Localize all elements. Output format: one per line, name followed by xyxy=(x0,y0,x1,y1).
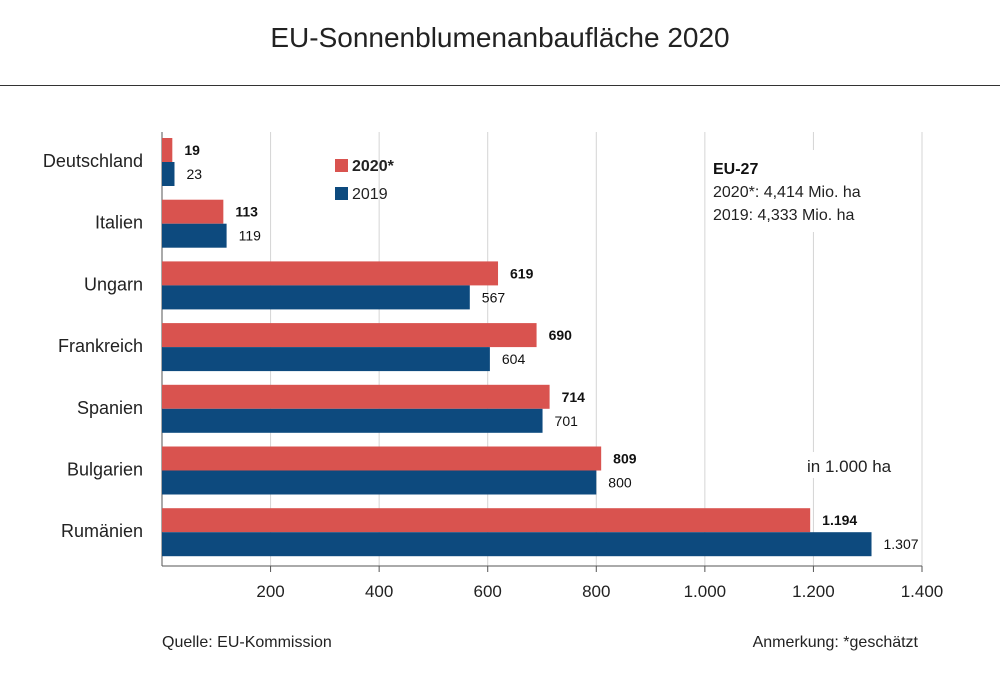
x-tick-label: 200 xyxy=(256,582,284,601)
legend-label: 2020* xyxy=(352,158,395,175)
x-tick-label: 1.000 xyxy=(684,582,727,601)
annotation-title: EU-27 xyxy=(713,161,758,178)
data-label-2019: 800 xyxy=(608,475,632,491)
bar-2020 xyxy=(162,446,602,471)
category-label: Rumänien xyxy=(61,521,143,541)
x-tick-label: 600 xyxy=(474,582,502,601)
annotation-line: 2019: 4,333 Mio. ha xyxy=(713,207,855,224)
category-label: Bulgarien xyxy=(67,460,143,480)
category-label: Italien xyxy=(95,213,143,233)
bar-2019 xyxy=(162,285,470,310)
annotation-background xyxy=(706,150,906,232)
bar-2019 xyxy=(162,162,175,186)
source-note: Quelle: EU-Kommission xyxy=(162,634,332,651)
x-tick-label: 800 xyxy=(582,582,610,601)
legend-swatch xyxy=(335,187,348,200)
bar-2020 xyxy=(162,508,811,533)
category-label: Deutschland xyxy=(43,151,143,171)
bar-2020 xyxy=(162,199,224,224)
category-label: Ungarn xyxy=(84,274,143,294)
estimate-note: Anmerkung: *geschätzt xyxy=(752,634,918,651)
unit-note-background xyxy=(803,452,907,478)
category-label: Frankreich xyxy=(58,336,143,356)
data-label-2019: 701 xyxy=(555,413,579,429)
legend-label: 2019 xyxy=(352,186,388,203)
data-label-2020: 714 xyxy=(562,389,586,405)
x-tick-label: 1.200 xyxy=(792,582,835,601)
bar-2020 xyxy=(162,323,537,348)
x-tick-label: 400 xyxy=(365,582,393,601)
data-label-2019: 119 xyxy=(239,228,262,244)
bar-2019 xyxy=(162,532,872,557)
category-label: Spanien xyxy=(77,398,143,418)
bar-2020 xyxy=(162,138,173,162)
bar-2019 xyxy=(162,223,227,248)
bar-2019 xyxy=(162,408,543,433)
title-divider xyxy=(0,85,1000,86)
data-label-2019: 567 xyxy=(482,289,506,305)
data-label-2020: 690 xyxy=(549,327,573,343)
bar-2020 xyxy=(162,384,550,409)
bar-2019 xyxy=(162,347,490,372)
bar-2020 xyxy=(162,261,499,286)
data-label-2020: 619 xyxy=(510,265,534,281)
data-label-2020: 809 xyxy=(613,451,637,467)
x-tick-label: 1.400 xyxy=(901,582,944,601)
data-label-2019: 23 xyxy=(186,166,202,182)
data-label-2020: 1.194 xyxy=(822,512,857,528)
bar-2019 xyxy=(162,470,597,495)
data-label-2019: 604 xyxy=(502,351,526,367)
chart-title: EU-Sonnenblumenanbaufläche 2020 xyxy=(270,22,730,53)
data-label-2020: 19 xyxy=(184,142,200,158)
data-label-2020: 113 xyxy=(235,204,258,220)
data-label-2019: 1.307 xyxy=(884,536,919,552)
unit-note: in 1.000 ha xyxy=(807,457,892,476)
legend-swatch xyxy=(335,159,348,172)
annotation-line: 2020*: 4,414 Mio. ha xyxy=(713,184,861,201)
